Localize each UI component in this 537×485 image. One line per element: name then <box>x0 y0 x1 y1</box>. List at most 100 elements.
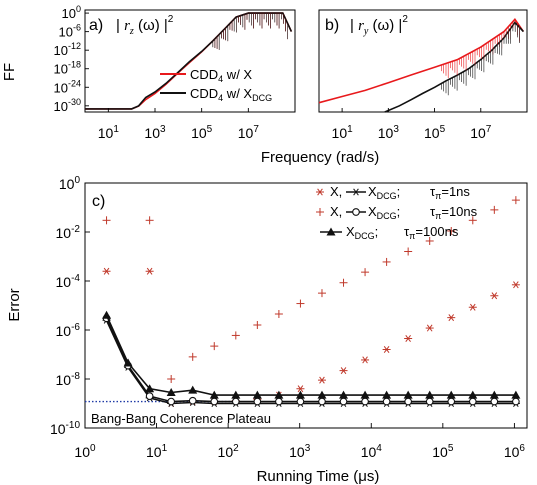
y-tick-label: 10-18 <box>54 60 81 77</box>
legend-x-label: X, <box>330 184 342 199</box>
legend-xdcg-label: XDCG; <box>368 204 400 221</box>
marker-plus <box>253 320 262 329</box>
marker-triangle <box>425 390 435 399</box>
x-tick-label: 100 <box>74 443 96 460</box>
marker-asterisk <box>447 314 456 322</box>
panel-a-x-ticks: 101 103 105 107 <box>98 108 259 141</box>
series-4 <box>102 310 521 399</box>
marker-asterisk <box>317 376 326 384</box>
panel-c-series <box>85 196 521 408</box>
legend-row: XDCG; τπ=100ns <box>320 224 459 241</box>
marker-triangle <box>382 390 392 399</box>
panel-b-frame <box>318 9 528 113</box>
panel-c: 100 101 102 103 104 105 106 10-1010-810-610-41… <box>6 175 528 485</box>
marker-triangle <box>360 390 370 399</box>
series-line-xdcg <box>384 21 524 113</box>
marker-asterisk <box>145 267 154 275</box>
marker-plus <box>404 247 413 256</box>
x-tick-label: 101 <box>98 124 120 141</box>
y-tick-label: 10-12 <box>54 41 81 58</box>
marker-asterisk <box>361 356 370 364</box>
marker-triangle <box>446 390 456 399</box>
plateau-annotation: Bang-Bang Coherence Plateau <box>91 411 271 426</box>
y-tick-label: 10-6 <box>56 322 81 339</box>
marker-plus <box>145 216 154 225</box>
marker-circle <box>253 397 262 406</box>
panel-b-x-ticks: 101 103 105 107 <box>332 108 492 141</box>
marker-circle <box>404 397 413 406</box>
x-tick-label: 105 <box>432 443 454 460</box>
marker-asterisk <box>316 188 324 196</box>
marker-circle <box>490 397 499 406</box>
marker-plus <box>210 342 219 351</box>
series-line <box>105 314 516 396</box>
marker-asterisk <box>425 324 434 332</box>
marker-triangle <box>317 390 327 399</box>
marker-circle <box>167 397 176 406</box>
marker-triangle <box>145 384 155 393</box>
marker-circle <box>210 397 219 406</box>
y-tick-label: 10-8 <box>56 371 81 388</box>
marker-plus <box>231 331 240 340</box>
legend-tau-label: τπ=100ns <box>404 224 459 241</box>
marker-triangle <box>231 390 241 399</box>
marker-plus <box>425 236 434 245</box>
panel-b-title: | ry (ω) |2 <box>350 14 408 37</box>
marker-circle <box>339 397 348 406</box>
y-tick-label: 10-4 <box>56 273 81 290</box>
marker-circle <box>352 208 360 216</box>
panel-a-series <box>85 12 293 110</box>
ff-label: FF <box>1 63 18 81</box>
x-tick-label: 101 <box>332 124 354 141</box>
y-tick-label: 10-24 <box>54 78 81 95</box>
oscillation-region <box>212 13 289 50</box>
marker-asterisk <box>339 367 348 375</box>
x-tick-label: 104 <box>361 443 383 460</box>
marker-plus <box>317 289 326 298</box>
legend-tau-label: τπ=1ns <box>430 184 470 201</box>
x-tick-label: 103 <box>378 124 400 141</box>
panel-c-frame <box>84 182 528 429</box>
marker-plus <box>361 268 370 277</box>
marker-plus <box>382 257 391 266</box>
y-tick-label: 100 <box>62 4 81 21</box>
legend-xdcg-label: XDCG; <box>368 184 400 201</box>
marker-asterisk <box>468 303 477 311</box>
marker-circle <box>361 397 369 406</box>
marker-triangle <box>123 358 133 367</box>
marker-triangle <box>209 390 219 399</box>
marker-plus <box>274 309 283 318</box>
marker-triangle <box>295 390 305 399</box>
series-2 <box>102 316 520 408</box>
marker-plus <box>511 196 520 205</box>
marker-circle <box>468 397 477 406</box>
marker-circle <box>382 397 391 406</box>
y-tick-label: 10-6 <box>59 23 81 40</box>
marker-triangle <box>274 390 284 399</box>
marker-asterisk <box>404 334 413 342</box>
panel-a-legend: CDD4 w/ X CDD4 w/ XDCG <box>160 67 272 103</box>
x-tick-label: 101 <box>146 443 168 460</box>
x-tick-label: 103 <box>289 443 311 460</box>
panel-a-title: | rz (ω) |2 <box>116 14 174 37</box>
panel-a-label: a) <box>89 17 103 34</box>
marker-asterisk <box>296 385 305 393</box>
marker-circle <box>275 397 283 406</box>
marker-triangle <box>339 390 349 399</box>
y-tick-label: 10-30 <box>54 97 81 114</box>
legend-xdcg-label: XDCG; <box>346 224 378 241</box>
x-tick-label: 105 <box>191 124 213 141</box>
x-tick-label: 105 <box>424 124 446 141</box>
marker-plus <box>468 216 477 225</box>
marker-circle <box>145 392 154 400</box>
marker-plus <box>339 278 348 287</box>
marker-plus <box>447 226 456 235</box>
marker-asterisk <box>382 345 391 353</box>
y-tick-label: 10-2 <box>56 224 81 241</box>
frequency-axis-label: Frequency (rad/s) <box>261 149 379 166</box>
marker-triangle <box>102 310 112 319</box>
panel-c-x-ticks: 100 101 102 103 104 105 106 <box>74 423 525 460</box>
